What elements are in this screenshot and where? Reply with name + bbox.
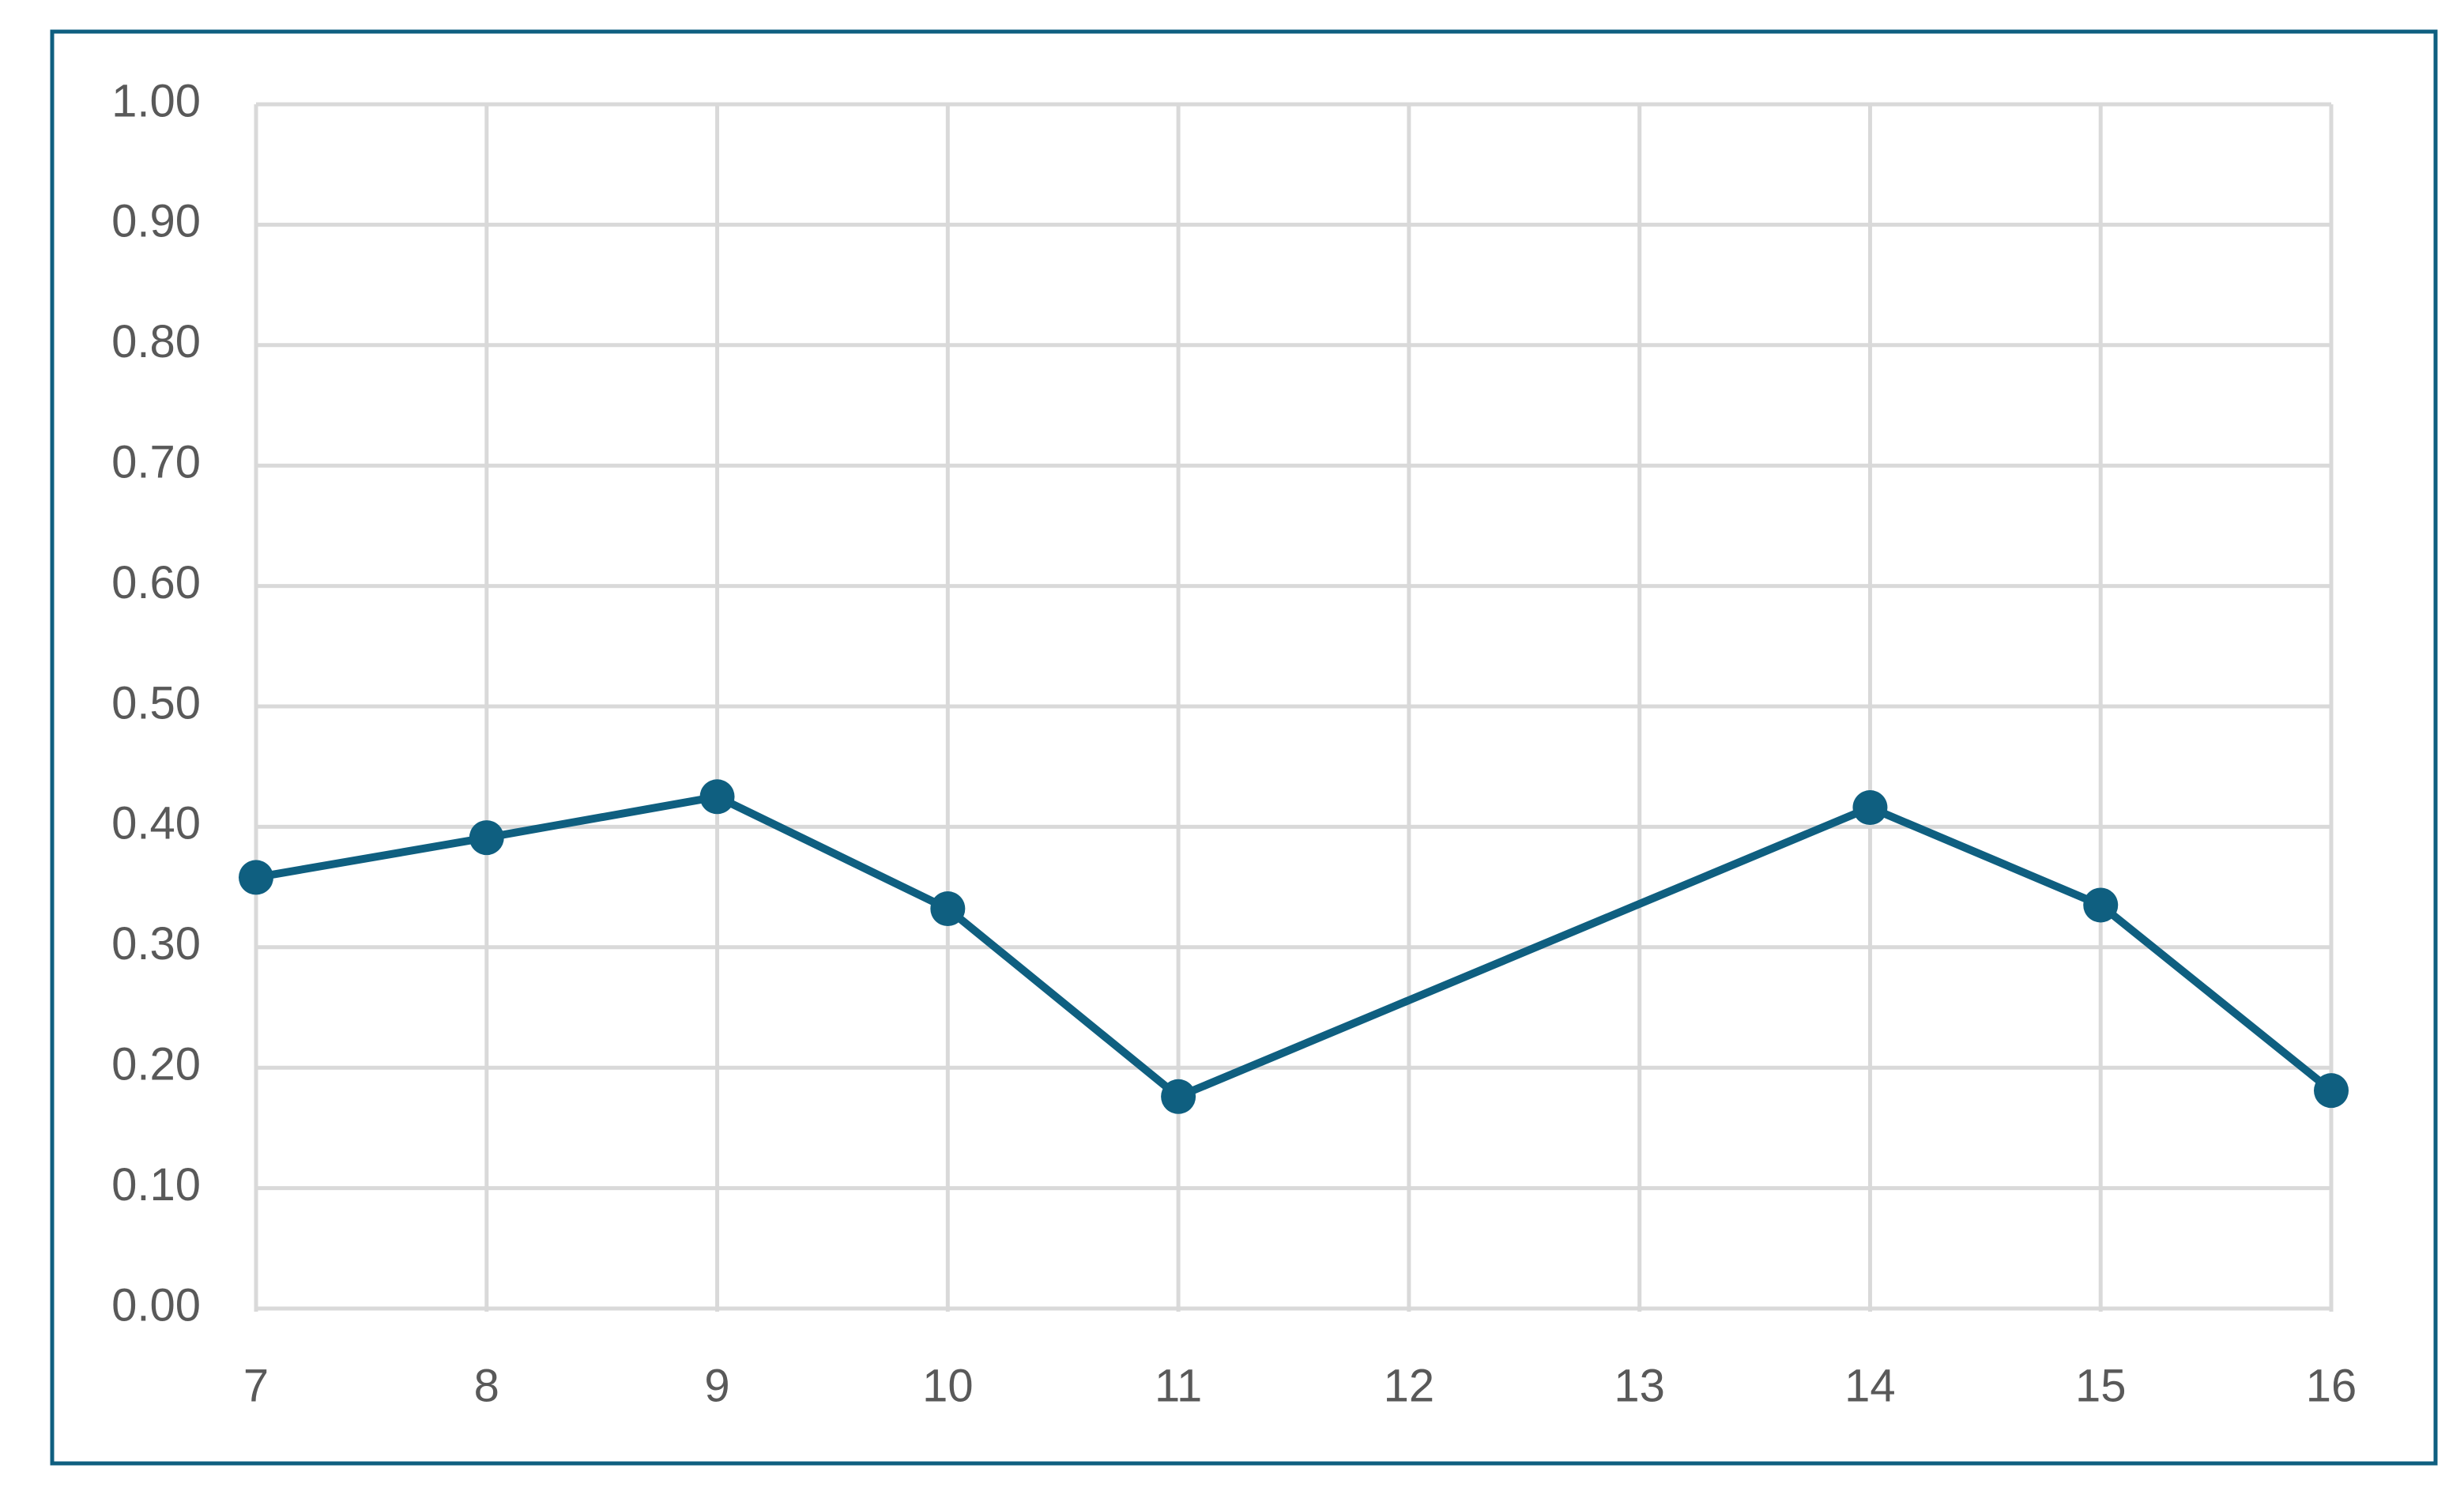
y-tick-label: 1.00 [111, 75, 201, 126]
x-tick-label: 10 [922, 1360, 974, 1411]
y-tick-label: 0.60 [111, 557, 201, 608]
y-tick-label: 0.10 [111, 1159, 201, 1211]
data-point [2083, 887, 2119, 923]
x-tick-label: 15 [2075, 1360, 2127, 1411]
y-tick-label: 0.40 [111, 798, 201, 849]
x-tick-label: 9 [704, 1360, 729, 1411]
y-tick-label: 0.80 [111, 316, 201, 367]
x-tick-label: 8 [474, 1360, 499, 1411]
y-tick-label: 0.70 [111, 437, 201, 488]
data-point [469, 820, 504, 856]
data-point [2314, 1073, 2349, 1109]
y-tick-label: 0.20 [111, 1039, 201, 1090]
series-line [255, 793, 2334, 1101]
y-tick-label: 0.90 [111, 196, 201, 247]
x-tick-label: 14 [1844, 1360, 1896, 1411]
y-tick-label: 0.30 [111, 918, 201, 970]
y-tick-label: 0.50 [111, 677, 201, 729]
x-tick-label: 13 [1614, 1360, 1665, 1411]
x-tick-label: 11 [1155, 1360, 1202, 1411]
data-point [1852, 790, 1888, 826]
x-tick-label: 7 [243, 1360, 269, 1411]
data-point [699, 779, 735, 815]
x-tick-label: 16 [2306, 1360, 2357, 1411]
y-tick-label: 0.00 [111, 1279, 201, 1331]
x-tick-label: 12 [1384, 1360, 1435, 1411]
data-point [930, 891, 966, 927]
data-point [1161, 1079, 1196, 1114]
chart-border [50, 29, 2438, 1466]
data-point [239, 860, 273, 895]
